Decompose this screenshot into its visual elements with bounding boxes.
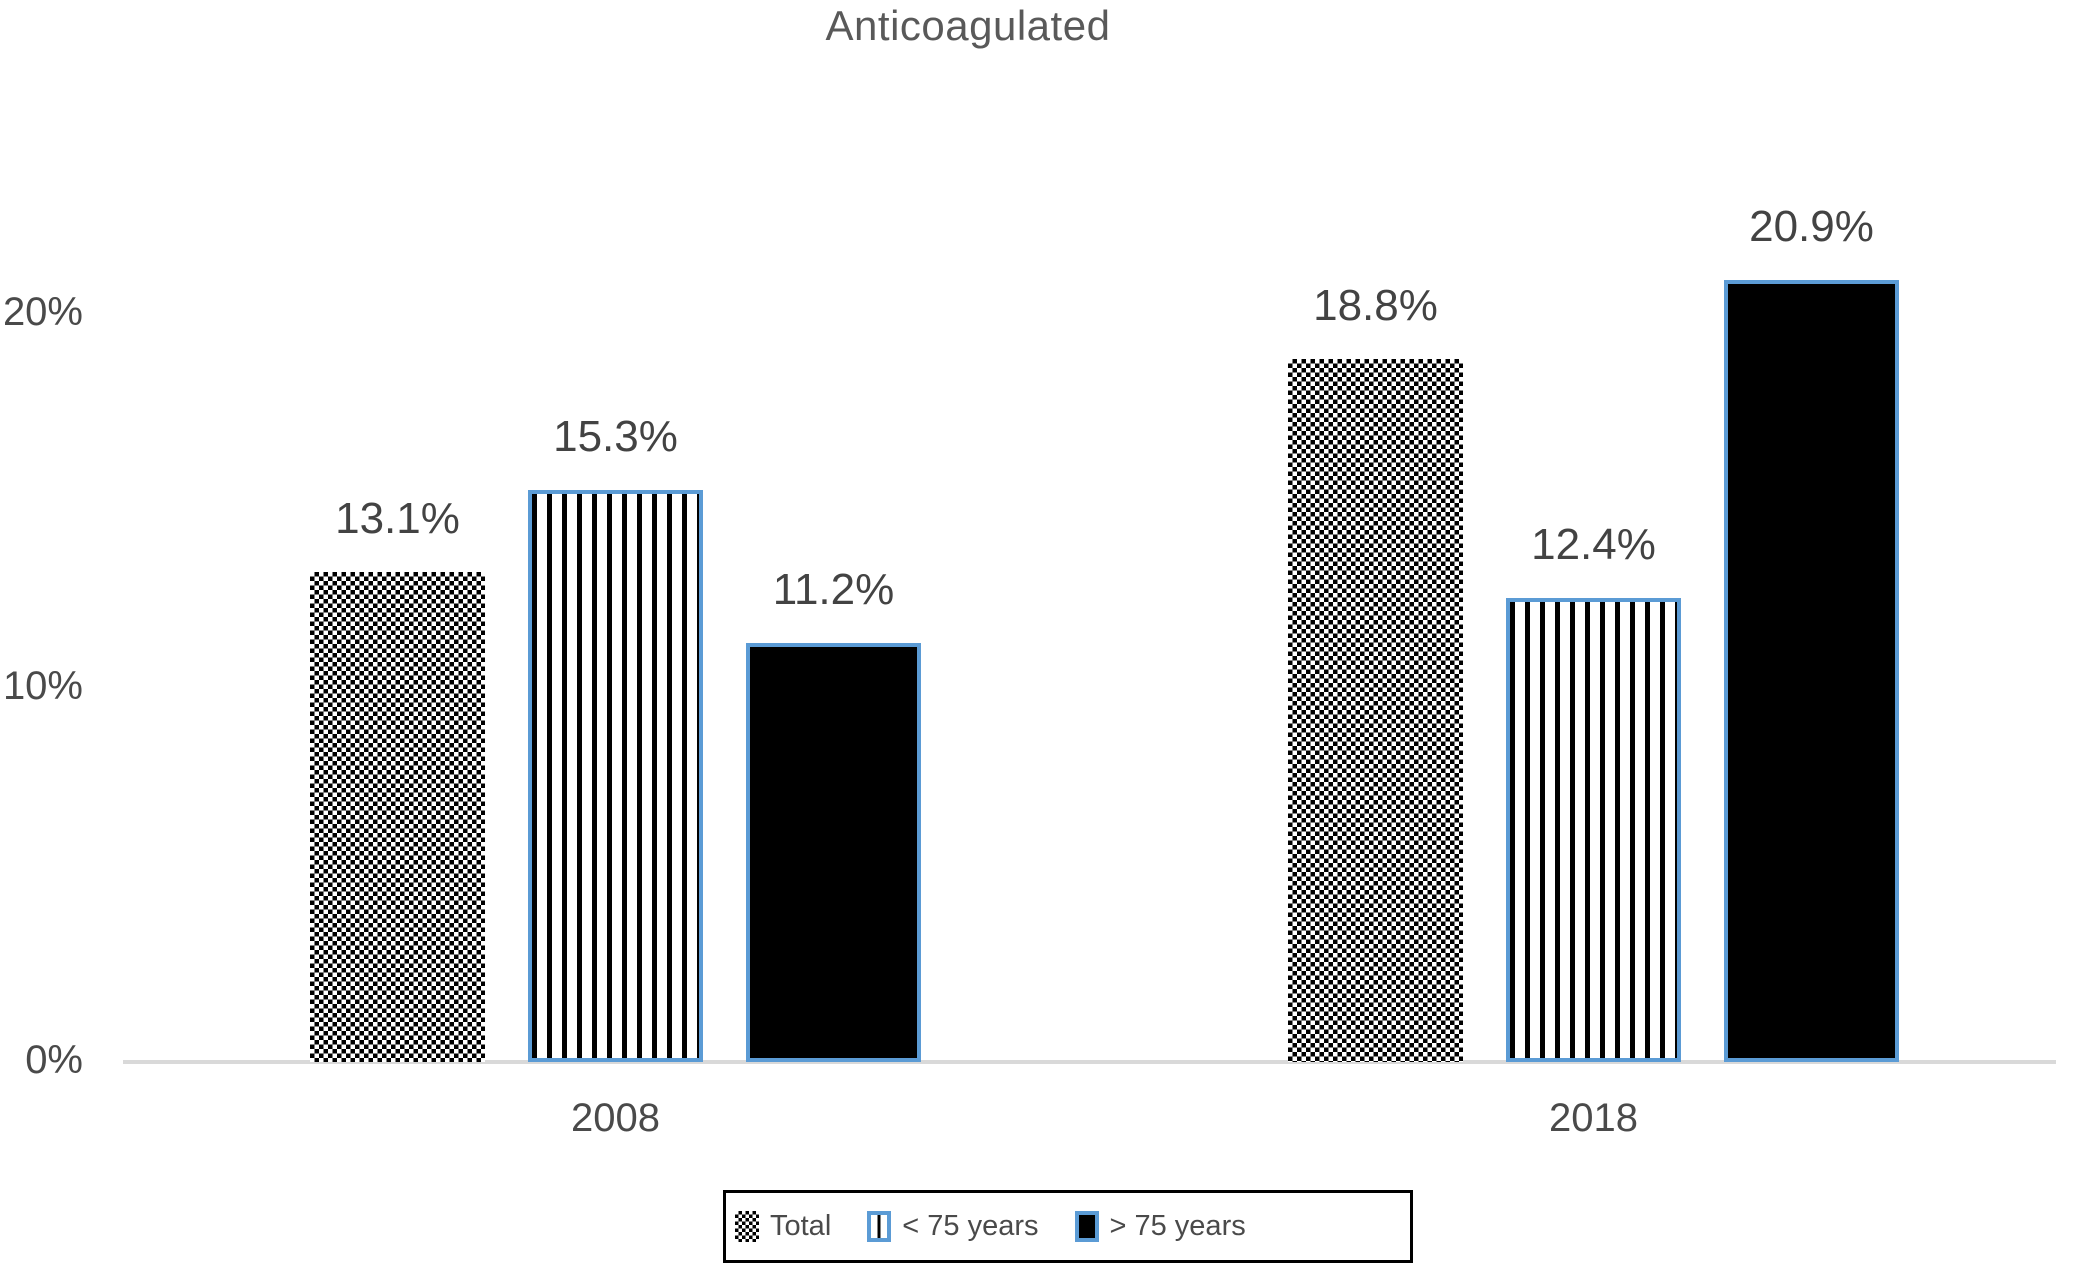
bar-value-label: 18.8% [1313,281,1438,330]
legend-swatch-over-75-solid-icon [1074,1211,1099,1242]
y-axis-tick-label: 0% [25,1038,83,1082]
bar-value-label: 20.9% [1749,202,1874,251]
x-axis-line [123,1060,2056,1064]
bar-2018-vstripe [1506,598,1681,1062]
x-axis-category-label: 2018 [1549,1096,1638,1140]
legend-swatch-total-checker-icon [735,1211,759,1242]
bar-value-label: 15.3% [553,412,678,461]
bar-2008-vstripe [528,490,703,1062]
y-axis-tick-label: 10% [2,664,83,708]
legend: Total < 75 years > 75 years [723,1190,1413,1263]
bar-2008-solid [746,643,921,1062]
x-axis-category-label: 2008 [571,1096,660,1140]
bar-2018-solid [1724,280,1899,1062]
legend-swatch-under-75-stripe-icon [867,1211,892,1242]
bar-value-label: 11.2% [772,565,895,614]
legend-item-under-75: < 75 years [867,1210,1039,1243]
y-axis-tick-label: 20% [2,290,83,334]
legend-item-over-75: > 75 years [1074,1210,1246,1243]
bar-value-label: 12.4% [1531,520,1656,569]
legend-label-under-75: < 75 years [902,1210,1039,1242]
legend-label-total: Total [770,1210,832,1242]
legend-item-total: Total [735,1210,831,1243]
legend-label-over-75: > 75 years [1109,1210,1246,1242]
chart-title: Anticoagulated [825,2,1111,49]
bar-value-label: 13.1% [335,494,460,543]
bar-2008-checker [310,572,485,1062]
bar-2018-checker [1288,359,1463,1062]
